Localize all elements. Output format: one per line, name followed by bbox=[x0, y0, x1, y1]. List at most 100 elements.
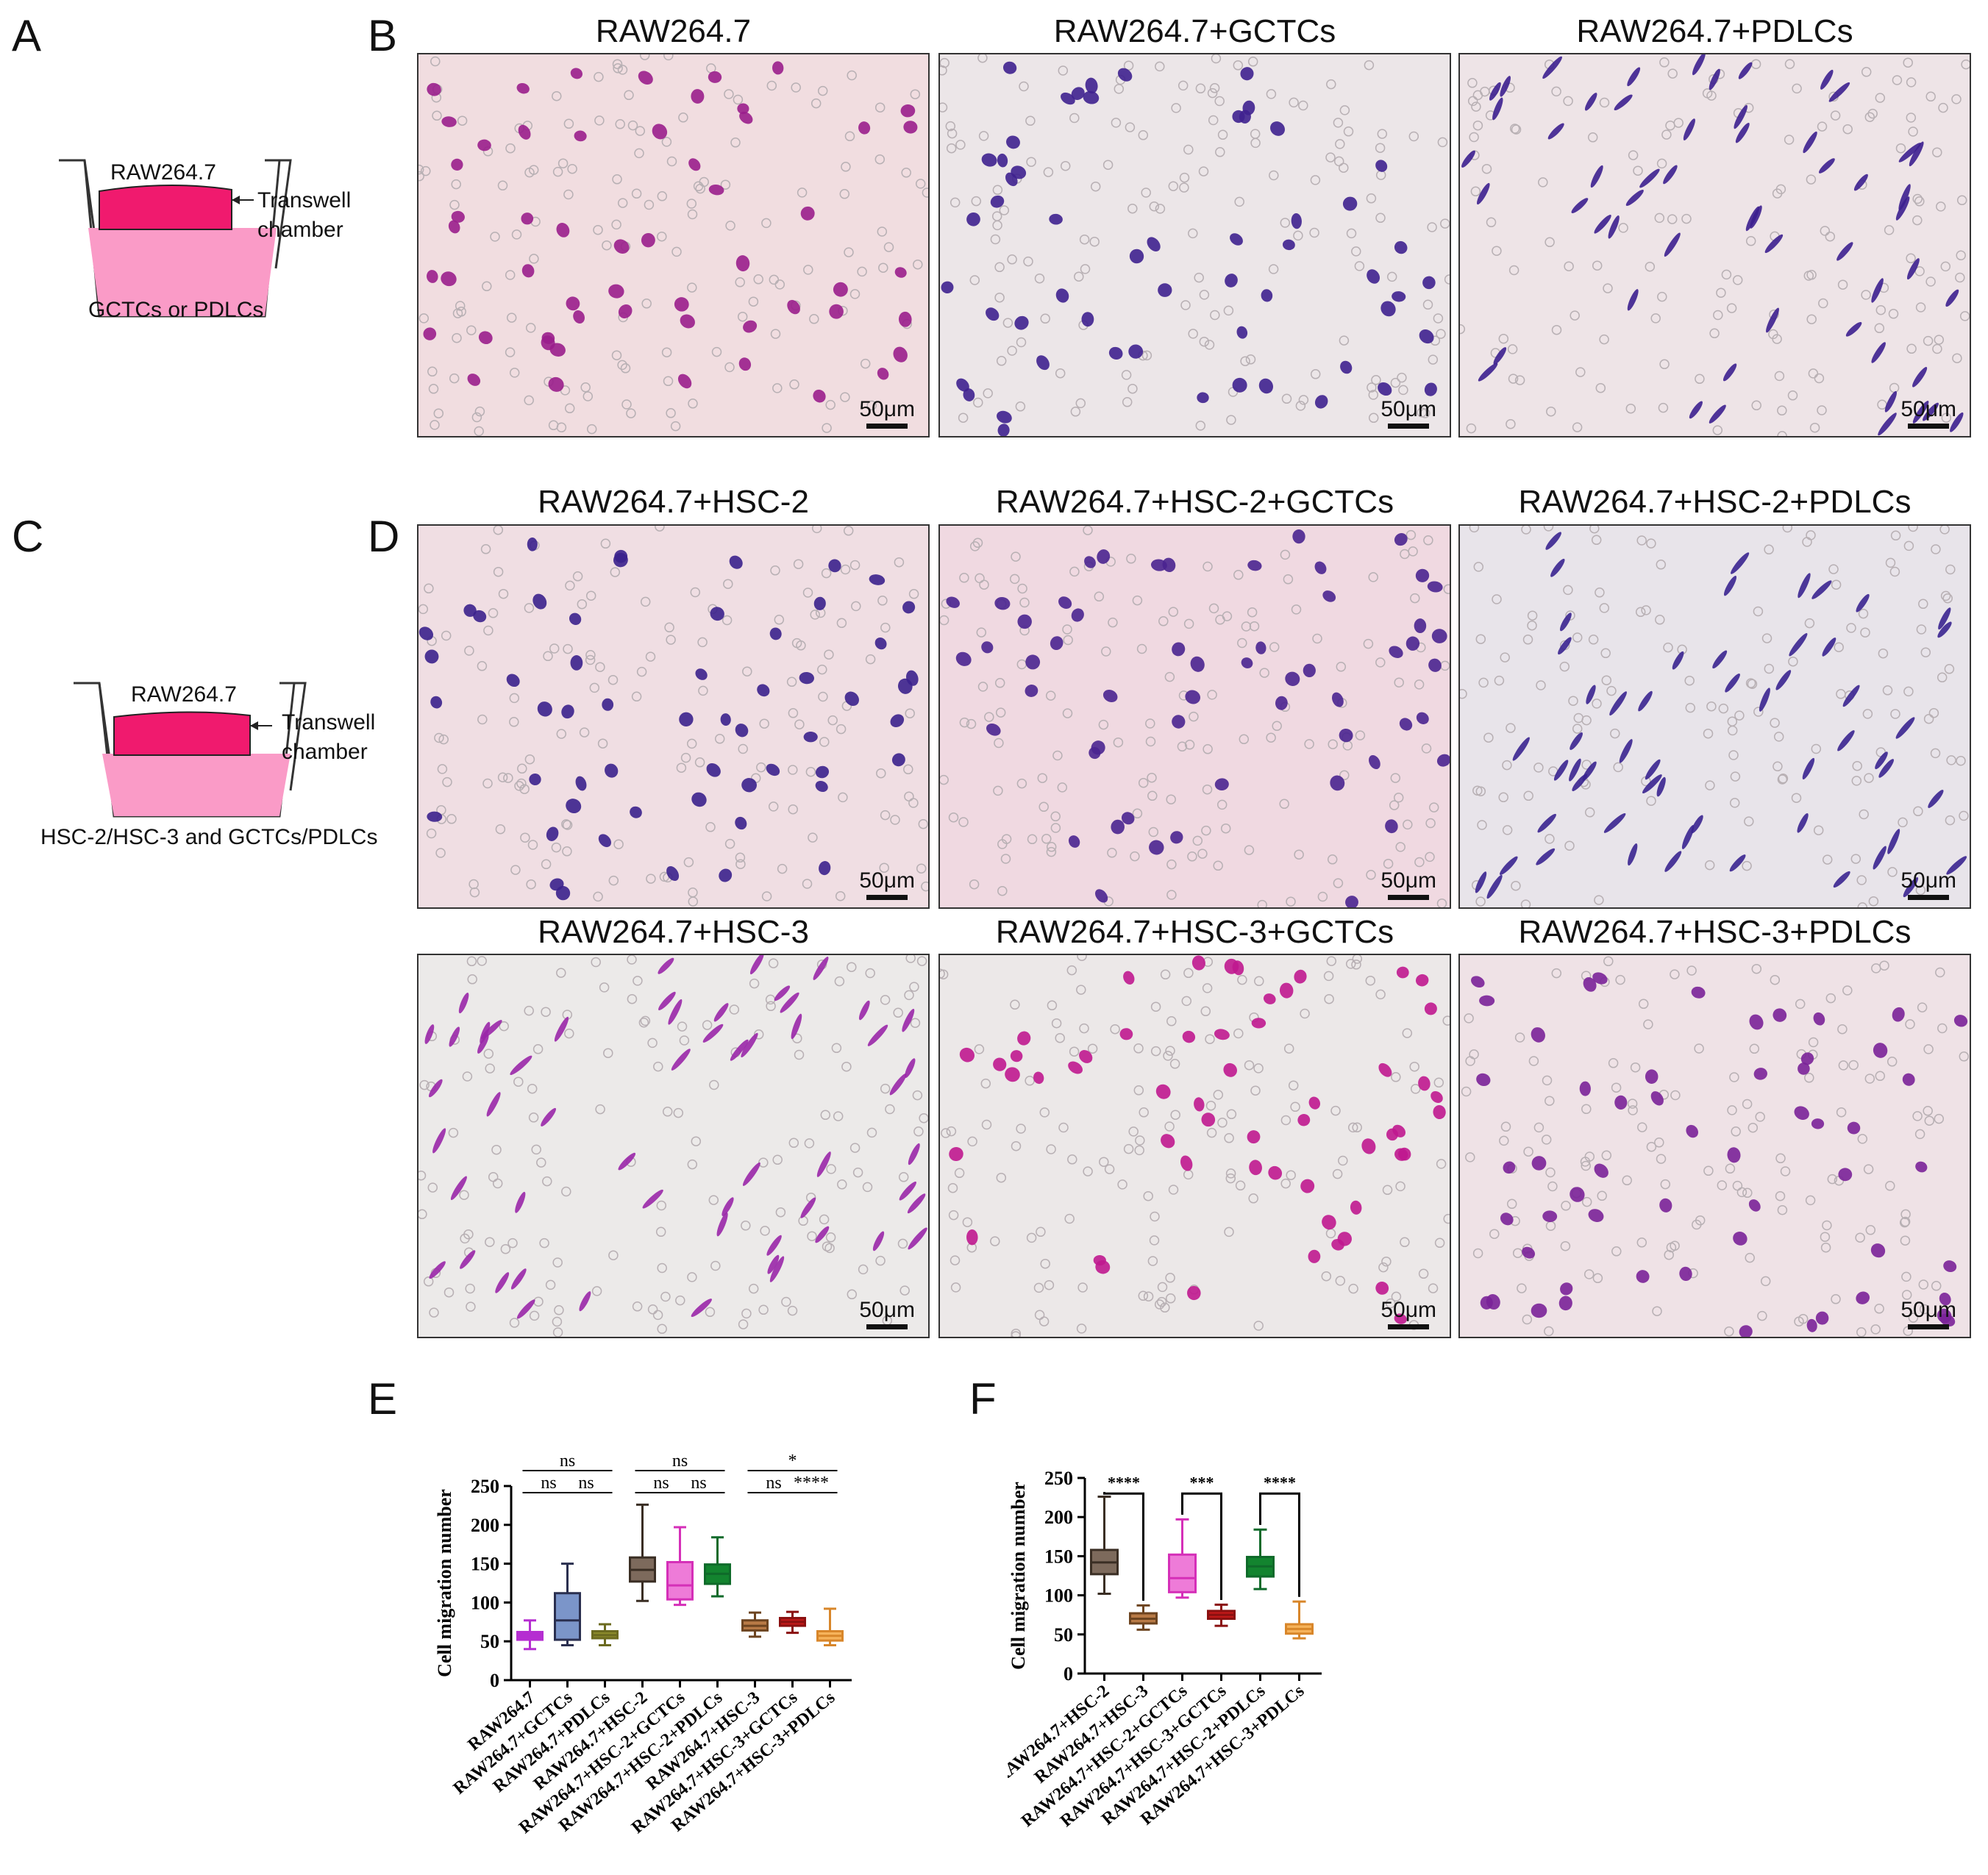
scale-bar: 50μm bbox=[1380, 397, 1436, 429]
micrograph-title: RAW264.7+PDLCs bbox=[1576, 13, 1853, 49]
significance-label: ns bbox=[653, 1474, 669, 1493]
panel-label-b: B bbox=[368, 11, 398, 60]
y-axis-label: Cell migration number bbox=[434, 1489, 455, 1677]
panel-label-a: A bbox=[12, 11, 42, 60]
significance-label: ns bbox=[541, 1474, 556, 1493]
micrograph-image: 50μm bbox=[1458, 524, 1971, 909]
y-tick-label: 100 bbox=[1044, 1585, 1073, 1607]
scale-bar-line bbox=[866, 424, 908, 429]
significance-label: *** bbox=[1190, 1473, 1214, 1491]
y-tick-label: 100 bbox=[471, 1592, 499, 1613]
y-tick-label: 250 bbox=[471, 1476, 499, 1497]
micrograph-title: RAW264.7+HSC-2+GCTCs bbox=[995, 484, 1394, 520]
scale-bar-label: 50μm bbox=[1380, 868, 1436, 893]
significance-bracket bbox=[1103, 1492, 1144, 1601]
micrograph-image: 50μm bbox=[1458, 954, 1971, 1338]
significance-label: ns bbox=[691, 1474, 706, 1493]
transwell-diagram-a bbox=[59, 159, 292, 318]
diagram-c-arrow-label: Transwell chamber bbox=[282, 710, 376, 764]
diagram-c-top-label: RAW264.7 bbox=[131, 682, 237, 707]
stained-cells-texture bbox=[418, 955, 928, 1337]
significance-label: ns bbox=[672, 1451, 688, 1471]
scale-bar-label: 50μm bbox=[1900, 1298, 1956, 1322]
y-tick-label: 50 bbox=[1054, 1624, 1073, 1646]
diagram-c-bottom-label: HSC-2/HSC-3 and GCTCs/PDLCs bbox=[40, 825, 378, 849]
micrograph-title: RAW264.7+HSC-2 bbox=[538, 484, 809, 520]
diagram-a-arrow-label: Transwell chamber bbox=[257, 188, 352, 242]
panel-label-c: C bbox=[12, 512, 44, 561]
scale-bar: 50μm bbox=[1900, 397, 1956, 429]
micrograph-image: 50μm bbox=[1458, 53, 1971, 438]
scale-bar-label: 50μm bbox=[1380, 1298, 1436, 1322]
stained-cells-texture bbox=[940, 955, 1450, 1337]
y-tick-label: 150 bbox=[1044, 1546, 1073, 1567]
micrograph-image: 50μm bbox=[417, 524, 930, 909]
box-iqr bbox=[666, 1560, 694, 1601]
scale-bar-label: 50μm bbox=[1900, 868, 1956, 893]
significance-bracket bbox=[1181, 1492, 1222, 1600]
significance-label: ns bbox=[766, 1474, 781, 1493]
y-tick-label: 150 bbox=[471, 1554, 499, 1575]
micrograph-title: RAW264.7+HSC-2+PDLCs bbox=[1518, 484, 1912, 520]
micrograph-title: RAW264.7+GCTCs bbox=[1053, 13, 1336, 49]
scale-bar-line bbox=[1388, 424, 1430, 429]
scale-bar-line bbox=[1388, 895, 1430, 900]
significance-label: ns bbox=[578, 1474, 594, 1493]
scale-bar-line bbox=[866, 895, 908, 900]
significance-label: * bbox=[788, 1451, 797, 1471]
significance-bracket bbox=[1259, 1492, 1300, 1597]
stained-cells-texture bbox=[1460, 526, 1969, 907]
scale-bar: 50μm bbox=[1380, 868, 1436, 900]
micrograph-image: 50μm bbox=[938, 954, 1451, 1338]
significance-label: ns bbox=[560, 1451, 575, 1471]
y-axis-label: Cell migration number bbox=[1008, 1482, 1029, 1670]
micrograph-image: 50μm bbox=[938, 524, 1451, 909]
stained-cells-texture bbox=[940, 54, 1450, 436]
y-tick-label: 200 bbox=[1044, 1507, 1073, 1528]
significance-label: **** bbox=[1264, 1473, 1296, 1491]
micrograph-image: 50μm bbox=[938, 53, 1451, 438]
stained-cells-texture bbox=[940, 526, 1450, 907]
y-tick-label: 250 bbox=[1044, 1468, 1073, 1489]
scale-bar-line bbox=[1908, 1324, 1950, 1329]
micrograph-image: 50μm bbox=[417, 954, 930, 1338]
stained-cells-texture bbox=[1460, 54, 1970, 436]
scale-bar-label: 50μm bbox=[859, 868, 915, 893]
scale-bar-label: 50μm bbox=[1900, 397, 1956, 421]
scale-bar-line bbox=[1908, 424, 1950, 429]
scale-bar: 50μm bbox=[1900, 1298, 1956, 1329]
panel-label-e: E bbox=[368, 1374, 398, 1424]
scale-bar-line bbox=[866, 1324, 908, 1329]
scale-bar-label: 50μm bbox=[859, 1298, 915, 1322]
scale-bar: 50μm bbox=[1900, 868, 1956, 900]
diagram-a-top-label: RAW264.7 bbox=[110, 160, 216, 185]
scale-bar-label: 50μm bbox=[1380, 397, 1436, 421]
stained-cells-texture bbox=[1461, 956, 1970, 1337]
micrograph-title: RAW264.7+HSC-3+PDLCs bbox=[1518, 914, 1912, 950]
scale-bar: 50μm bbox=[1380, 1298, 1436, 1329]
scale-bar: 50μm bbox=[859, 397, 915, 429]
significance-label: **** bbox=[794, 1474, 829, 1493]
box-iqr bbox=[1168, 1553, 1197, 1593]
micrograph-image: 50μm bbox=[417, 53, 930, 438]
significance-label: **** bbox=[1108, 1473, 1140, 1491]
micrograph-title: RAW264.7+HSC-3+GCTCs bbox=[995, 914, 1394, 950]
scale-bar-label: 50μm bbox=[859, 397, 915, 421]
panel-label-d: D bbox=[368, 512, 400, 561]
transwell-diagram-c bbox=[74, 682, 307, 818]
box-iqr bbox=[554, 1592, 581, 1641]
y-tick-label: 50 bbox=[480, 1631, 499, 1652]
micrograph-title: RAW264.7 bbox=[595, 13, 752, 49]
y-tick-label: 200 bbox=[471, 1515, 499, 1536]
scale-bar: 50μm bbox=[859, 868, 915, 900]
stained-cells-texture bbox=[418, 526, 928, 907]
stained-cells-texture bbox=[418, 54, 928, 436]
scale-bar-line bbox=[1908, 895, 1950, 900]
y-tick-label: 0 bbox=[490, 1670, 499, 1691]
diagram-a-bottom-label: GCTCs or PDLCs bbox=[88, 298, 264, 322]
scale-bar-line bbox=[1388, 1324, 1430, 1329]
y-tick-label: 0 bbox=[1064, 1663, 1073, 1685]
scale-bar: 50μm bbox=[859, 1298, 915, 1329]
